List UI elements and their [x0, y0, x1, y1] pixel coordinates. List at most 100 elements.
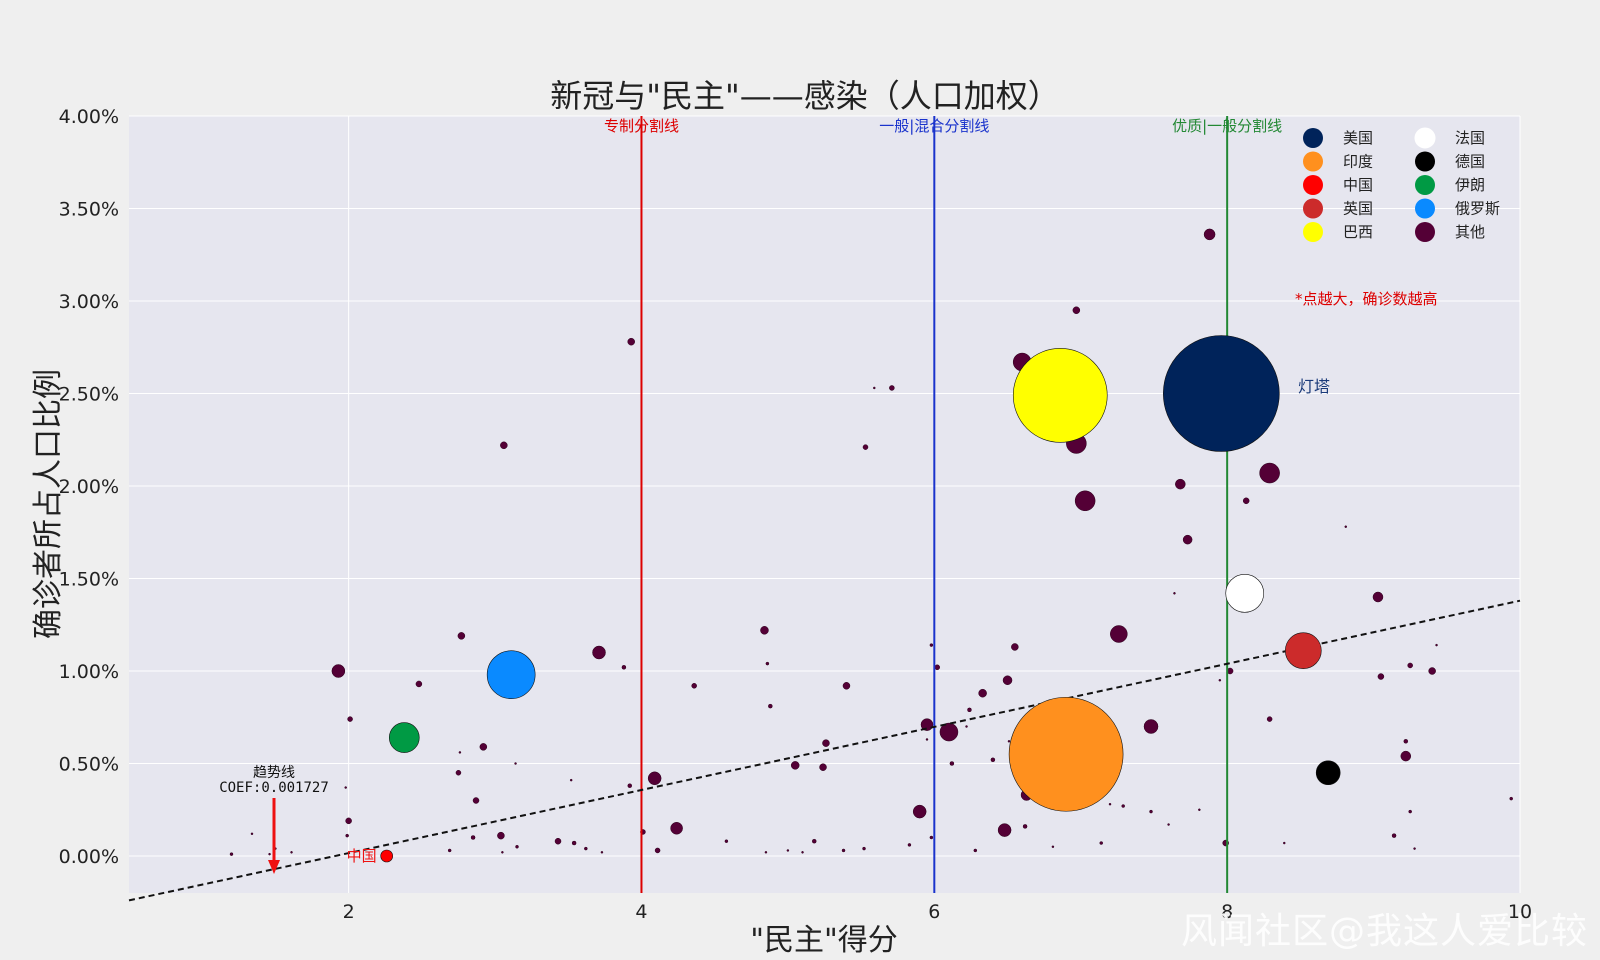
- x-tick-label: 4: [635, 901, 647, 923]
- watermark: 风闻社区@我这人爱比较: [1180, 911, 1588, 952]
- x-tick-label: 8: [1221, 901, 1233, 923]
- data-point: [997, 823, 1012, 837]
- x-tick-label: 6: [928, 901, 940, 923]
- data-point: [514, 762, 517, 765]
- data-point: [1072, 306, 1081, 314]
- legend-marker: [1303, 151, 1323, 172]
- data-point: [592, 645, 606, 660]
- data-point: [515, 845, 519, 849]
- data-point: [1198, 808, 1201, 811]
- x-tick-label: 10: [1508, 901, 1532, 923]
- country-point: [1225, 573, 1265, 613]
- data-point: [670, 822, 683, 835]
- data-point: [347, 716, 353, 722]
- country-point: [486, 650, 536, 700]
- data-point: [1203, 228, 1216, 241]
- data-point: [415, 680, 423, 688]
- data-point: [500, 441, 508, 450]
- data-point: [345, 817, 352, 825]
- divider-label: 专制分割线: [604, 117, 679, 135]
- data-point: [819, 763, 827, 771]
- data-point: [1391, 833, 1397, 838]
- legend-marker: [1415, 151, 1435, 172]
- data-point: [1344, 525, 1348, 528]
- chart-title: 新冠与"民主"——感染（人口加权）: [550, 77, 1059, 115]
- data-point: [654, 847, 661, 854]
- data-point: [647, 771, 662, 786]
- data-point: [250, 832, 254, 836]
- data-point: [873, 386, 876, 390]
- data-point: [497, 831, 505, 840]
- data-point: [268, 852, 271, 856]
- data-point: [1051, 845, 1055, 848]
- data-point: [1428, 667, 1436, 675]
- data-point: [455, 770, 462, 776]
- y-tick-label: 3.00%: [59, 291, 119, 313]
- data-point: [949, 761, 955, 766]
- country-point: [1012, 348, 1108, 443]
- legend-label: 伊朗: [1455, 176, 1485, 194]
- data-point: [790, 761, 800, 770]
- data-point: [1435, 643, 1438, 647]
- data-point: [1002, 675, 1013, 685]
- data-point: [1509, 796, 1513, 801]
- legend-label: 巴西: [1343, 223, 1373, 241]
- data-point: [862, 846, 866, 851]
- legend-label: 其他: [1455, 223, 1485, 241]
- data-point: [1007, 740, 1011, 743]
- data-point: [600, 851, 604, 854]
- data-point: [934, 664, 940, 671]
- y-tick-label: 1.00%: [59, 661, 119, 683]
- country-point: [1284, 632, 1322, 669]
- data-point: [1173, 592, 1176, 595]
- data-point: [978, 688, 987, 698]
- arrow-head: [268, 860, 280, 874]
- y-tick-label: 0.00%: [59, 846, 119, 868]
- data-point: [584, 846, 588, 851]
- legend-label: 俄罗斯: [1455, 200, 1500, 218]
- country-point: [388, 722, 420, 753]
- data-point: [472, 797, 480, 804]
- data-point: [290, 851, 293, 854]
- data-point: [1099, 841, 1103, 845]
- data-point: [1218, 679, 1222, 682]
- data-point: [621, 665, 627, 670]
- data-point: [768, 703, 773, 709]
- data-point: [920, 718, 934, 731]
- legend-marker: [1303, 198, 1323, 219]
- data-point: [786, 849, 790, 852]
- country-point: [1163, 335, 1280, 452]
- data-point: [764, 851, 768, 854]
- legend-marker: [1415, 198, 1435, 219]
- data-point: [627, 783, 633, 788]
- y-axis-label: 确诊者所占人口比例: [31, 369, 66, 639]
- data-point: [1167, 823, 1170, 826]
- data-point: [458, 751, 462, 754]
- data-point: [889, 385, 895, 391]
- data-point: [1121, 804, 1125, 808]
- legend-marker: [1303, 175, 1323, 195]
- data-point: [1143, 719, 1159, 734]
- data-point: [627, 337, 635, 346]
- data-point: [1407, 662, 1413, 669]
- data-point: [501, 851, 504, 854]
- y-tick-label: 3.50%: [59, 199, 119, 221]
- data-point: [331, 664, 346, 678]
- legend-label: 美国: [1343, 129, 1373, 147]
- data-point: [1283, 841, 1286, 845]
- data-point: [1259, 462, 1280, 484]
- data-point: [967, 707, 972, 713]
- divider-label: 一般|混合分割线: [879, 117, 989, 135]
- country-point: [380, 849, 394, 863]
- data-point: [344, 786, 347, 789]
- data-point: [571, 840, 577, 846]
- data-point: [1108, 802, 1112, 806]
- data-point: [1022, 824, 1028, 829]
- divider-label: 优质|一般分割线: [1172, 117, 1282, 135]
- data-point: [569, 778, 573, 782]
- data-point: [912, 804, 927, 819]
- data-point: [1149, 809, 1153, 814]
